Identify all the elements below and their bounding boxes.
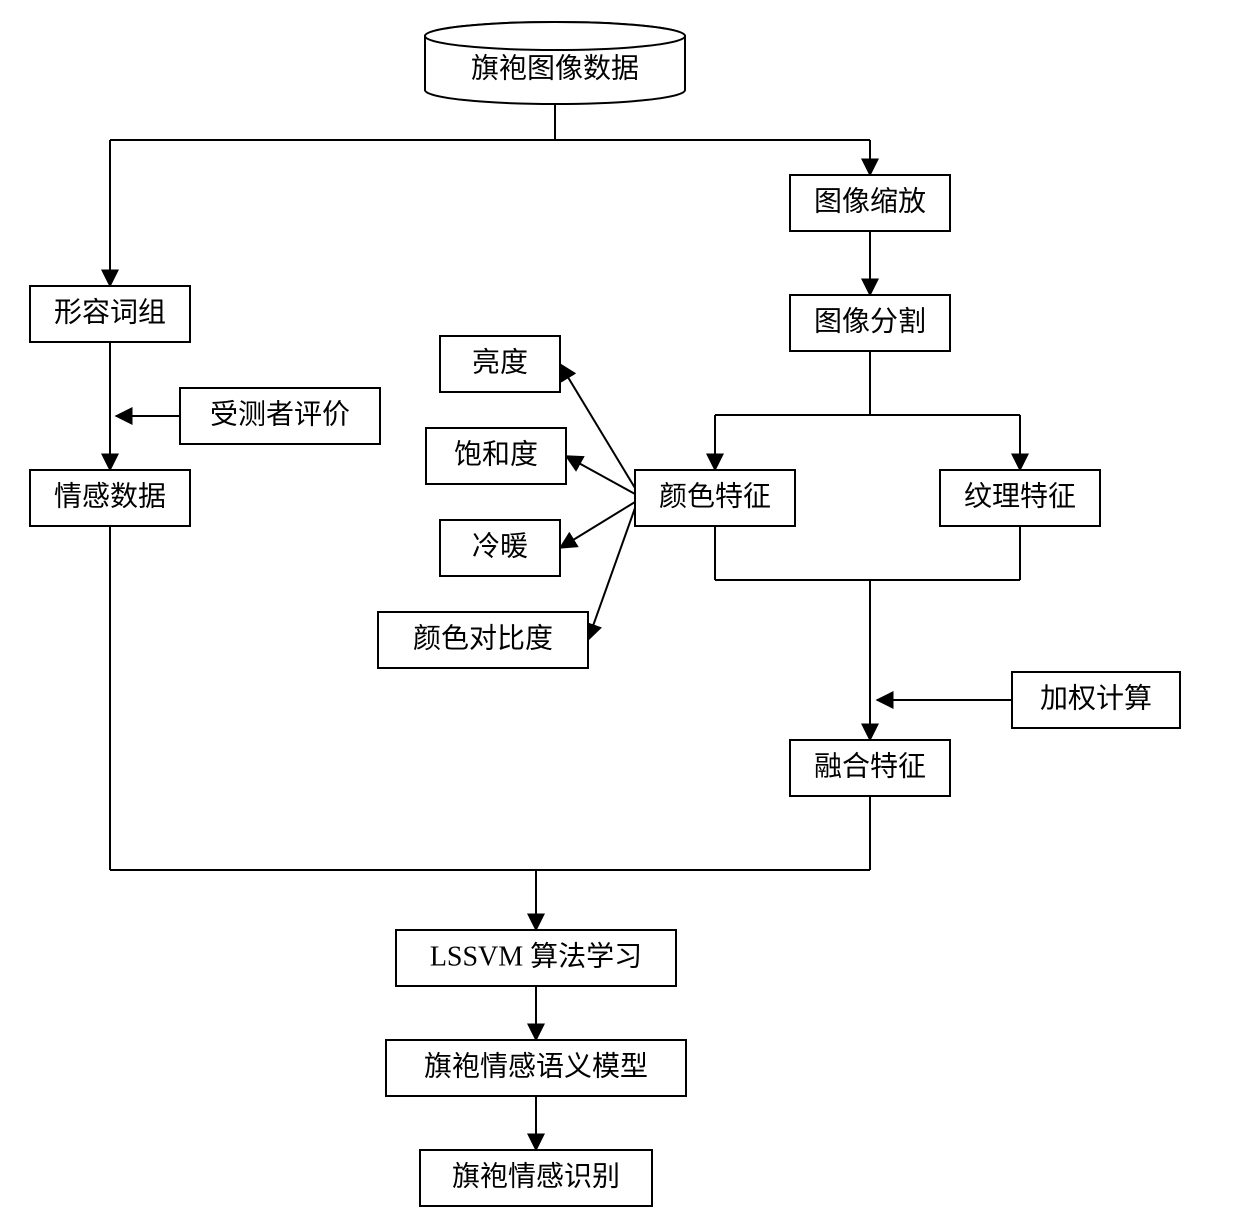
node-label-contrast: 颜色对比度	[413, 622, 553, 654]
node-label-warm: 冷暖	[472, 530, 528, 562]
node-label-db: 旗袍图像数据	[471, 52, 639, 84]
node-fused: 融合特征	[790, 740, 950, 796]
node-subject: 受测者评价	[180, 388, 380, 444]
node-warm: 冷暖	[440, 520, 560, 576]
node-label-segment: 图像分割	[814, 305, 926, 337]
node-label-scale: 图像缩放	[814, 185, 926, 217]
node-adj: 形容词组	[30, 286, 190, 342]
node-contrast: 颜色对比度	[378, 612, 588, 668]
node-bright: 亮度	[440, 336, 560, 392]
node-colorfeat: 颜色特征	[635, 470, 795, 526]
node-label-model: 旗袍情感语义模型	[424, 1050, 648, 1082]
node-weighted: 加权计算	[1012, 672, 1180, 728]
node-texfeat: 纹理特征	[940, 470, 1100, 526]
node-label-texfeat: 纹理特征	[964, 480, 1076, 512]
node-model: 旗袍情感语义模型	[386, 1040, 686, 1096]
node-label-fused: 融合特征	[814, 750, 926, 782]
flowchart-canvas: 旗袍图像数据图像缩放图像分割 形容词组受测者评价情感数据 亮度饱和度冷暖颜色对比度 颜…	[0, 0, 1240, 1223]
node-segment: 图像分割	[790, 295, 950, 351]
node-label-colorfeat: 颜色特征	[659, 480, 771, 512]
node-label-emotion: 情感数据	[54, 480, 166, 512]
node-label-lssvm: LSSVM 算法学习	[430, 940, 642, 972]
node-scale: 图像缩放	[790, 175, 950, 231]
node-label-bright: 亮度	[472, 346, 528, 378]
edge-color-to-bright	[560, 364, 635, 488]
node-label-weighted: 加权计算	[1040, 682, 1152, 714]
node-recog: 旗袍情感识别	[420, 1150, 652, 1206]
node-emotion: 情感数据	[30, 470, 190, 526]
node-label-subject: 受测者评价	[210, 398, 350, 430]
node-label-sat: 饱和度	[454, 438, 538, 470]
node-label-recog: 旗袍情感识别	[452, 1160, 620, 1192]
node-lssvm: LSSVM 算法学习	[396, 930, 676, 986]
node-label-adj: 形容词组	[54, 296, 166, 328]
node-sat: 饱和度	[426, 428, 566, 484]
edge-color-to-sat	[566, 456, 635, 494]
node-db: 旗袍图像数据	[425, 22, 685, 104]
edge-color-to-contrast	[588, 508, 635, 640]
